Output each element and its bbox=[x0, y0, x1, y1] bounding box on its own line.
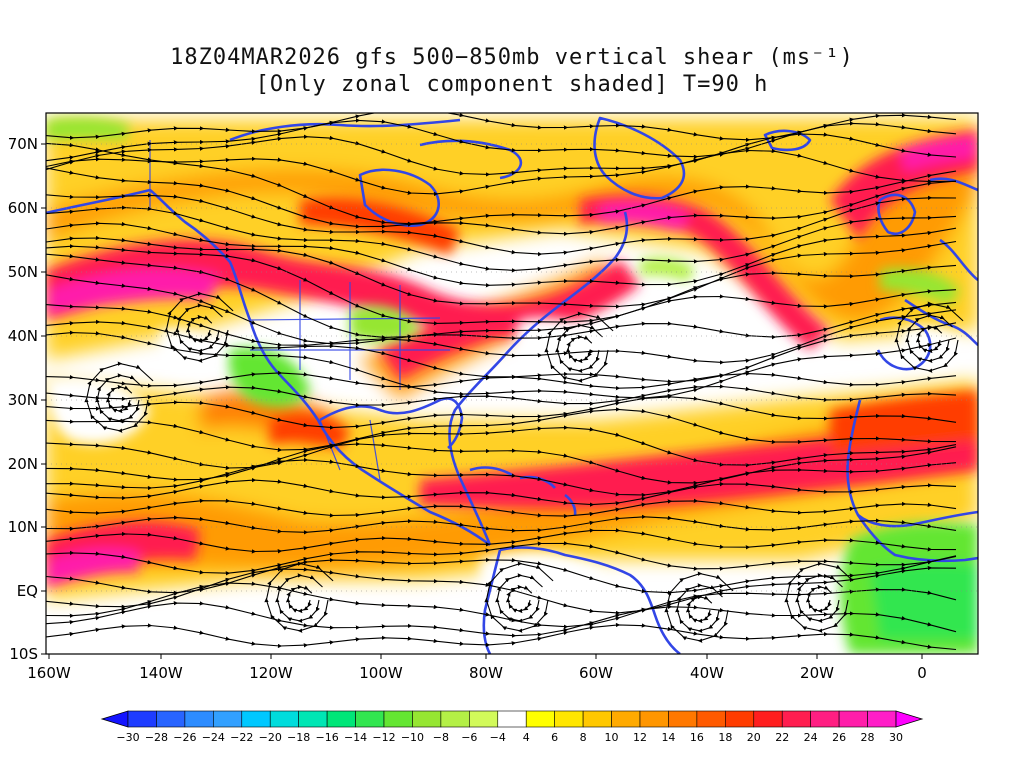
colorbar-arrow-low bbox=[100, 710, 129, 728]
streamline bbox=[264, 561, 334, 633]
streamline bbox=[664, 571, 734, 643]
lon-tick-label: 0 bbox=[917, 664, 927, 682]
colorbar-swatch bbox=[753, 710, 783, 728]
colorbar-swatch bbox=[213, 710, 243, 728]
colorbar-label: 16 bbox=[690, 731, 704, 744]
colorbar-label: −30 bbox=[116, 731, 139, 744]
colorbar-swatch bbox=[355, 710, 385, 728]
colorbar-arrow-high bbox=[895, 710, 924, 728]
streamline bbox=[46, 370, 957, 391]
colorbar-label: −18 bbox=[287, 731, 310, 744]
lat-tick-label: 10S bbox=[9, 645, 38, 663]
plot-area bbox=[46, 113, 978, 654]
colorbar: −30 −28 −26 −24 −22 −20 −18 −16 −14 −12 −10 −8 −6 −4 4… bbox=[100, 710, 924, 744]
colorbar-label: 8 bbox=[580, 731, 587, 744]
colorbar-swatch bbox=[156, 710, 186, 728]
colorbar-label: 24 bbox=[804, 731, 818, 744]
colorbar-label: 4 bbox=[523, 731, 530, 744]
colorbar-label: 12 bbox=[633, 731, 647, 744]
colorbar-label: −22 bbox=[230, 731, 253, 744]
lon-tick-label: 80W bbox=[469, 664, 503, 682]
colorbar-label: −28 bbox=[145, 731, 168, 744]
colorbar-swatch bbox=[184, 710, 214, 728]
lat-tick-label: 10N bbox=[8, 518, 38, 536]
colorbar-swatch bbox=[781, 710, 811, 728]
lon-tick-label: 20W bbox=[800, 664, 834, 682]
lon-tick-label: 60W bbox=[579, 664, 613, 682]
colorbar-label: 26 bbox=[832, 731, 846, 744]
lat-tick-label: 70N bbox=[8, 135, 38, 153]
lon-tick-label: 100W bbox=[359, 664, 403, 682]
colorbar-label: 6 bbox=[551, 731, 558, 744]
colorbar-label: −26 bbox=[173, 731, 196, 744]
lat-tick-label: 30N bbox=[8, 391, 38, 409]
graticule bbox=[46, 143, 978, 592]
streamline bbox=[46, 498, 957, 519]
colorbar-swatch bbox=[241, 710, 271, 728]
colorbar-swatch bbox=[269, 710, 299, 728]
lon-tick-label: 40W bbox=[690, 664, 724, 682]
streamlines bbox=[46, 113, 964, 651]
colorbar-swatch bbox=[326, 710, 356, 728]
colorbar-swatch bbox=[810, 710, 840, 728]
colorbar-swatch bbox=[383, 710, 413, 728]
colorbar-label: 20 bbox=[747, 731, 761, 744]
lat-tick-label: 60N bbox=[8, 199, 38, 217]
colorbar-label: 30 bbox=[889, 731, 903, 744]
colorbar-swatch bbox=[525, 710, 555, 728]
colorbar-label: 18 bbox=[718, 731, 732, 744]
streamline bbox=[544, 311, 614, 383]
colorbar-swatch bbox=[611, 710, 641, 728]
streamline bbox=[894, 301, 964, 373]
colorbar-swatch bbox=[554, 710, 584, 728]
colorbar-swatch bbox=[412, 710, 442, 728]
streamline bbox=[84, 361, 154, 433]
chart-title: 18Z04MAR2026 gfs 500−850mb vertical shea… bbox=[0, 44, 1024, 98]
colorbar-swatch bbox=[838, 710, 868, 728]
streamline bbox=[484, 561, 554, 633]
colorbar-swatch bbox=[668, 710, 698, 728]
colorbar-label: 28 bbox=[861, 731, 875, 744]
colorbar-label: 14 bbox=[661, 731, 675, 744]
colorbar-label: −4 bbox=[490, 731, 506, 744]
colorbar-label: 10 bbox=[605, 731, 619, 744]
title-line-2: [Only zonal component shaded] T=90 h bbox=[255, 72, 769, 97]
colorbar-swatch bbox=[497, 710, 527, 728]
streamline bbox=[784, 561, 854, 633]
colorbar-swatch bbox=[639, 710, 669, 728]
streamline bbox=[46, 477, 957, 507]
colorbar-swatch bbox=[696, 710, 726, 728]
title-line-1: 18Z04MAR2026 gfs 500−850mb vertical shea… bbox=[170, 45, 854, 70]
colorbar-swatch bbox=[469, 710, 499, 728]
colorbar-swatch bbox=[298, 710, 328, 728]
colorbar-label: −14 bbox=[344, 731, 367, 744]
colorbar-label: 22 bbox=[775, 731, 789, 744]
colorbar-label: −24 bbox=[202, 731, 225, 744]
streamline bbox=[164, 291, 234, 363]
colorbar-swatch bbox=[867, 710, 897, 728]
lat-tick-label: 50N bbox=[8, 263, 38, 281]
lat-tick-label: 40N bbox=[8, 327, 38, 345]
colorbar-label: −20 bbox=[259, 731, 282, 744]
colorbar-swatch bbox=[725, 710, 755, 728]
streamline bbox=[46, 622, 957, 651]
longitude-axis: 160W 140W 120W 100W 80W 60W 40W 20W 0 bbox=[27, 654, 927, 682]
colorbar-swatch bbox=[440, 710, 470, 728]
colorbar-label: −12 bbox=[372, 731, 395, 744]
colorbar-label: −6 bbox=[461, 731, 477, 744]
colorbar-swatch bbox=[127, 710, 157, 728]
colorbar-label: −16 bbox=[316, 731, 339, 744]
colorbar-label: −10 bbox=[401, 731, 424, 744]
lat-tick-label: 20N bbox=[8, 455, 38, 473]
colorbar-label: −8 bbox=[433, 731, 449, 744]
lon-tick-label: 140W bbox=[139, 664, 183, 682]
colorbar-swatch bbox=[582, 710, 612, 728]
lon-tick-label: 120W bbox=[249, 664, 293, 682]
latitude-axis: 70N 60N 50N 40N 30N 20N 10N EQ 10S bbox=[8, 135, 46, 663]
lon-tick-label: 160W bbox=[27, 664, 71, 682]
plot-frame bbox=[45, 112, 979, 655]
lat-tick-label: EQ bbox=[17, 582, 38, 600]
